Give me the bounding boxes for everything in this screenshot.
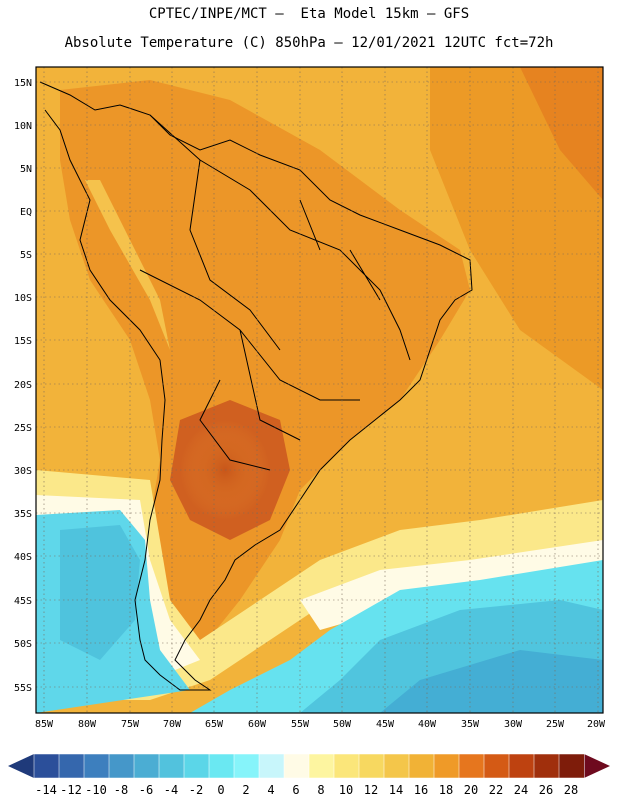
map-field — [36, 67, 603, 713]
colorbar-swatch — [233, 753, 260, 779]
colorbar-swatch — [108, 753, 135, 779]
longitude-labels: 85W 80W 75W 70W 65W 60W 55W 50W 45W 40W … — [35, 719, 606, 730]
colorbar-label: 6 — [292, 783, 299, 797]
colorbar-label: -14 — [35, 783, 57, 797]
lat-label: EQ — [20, 207, 32, 218]
latitude-labels: 15N 10N 5N EQ 5S 10S 15S 20S 25S 30S 35S… — [14, 78, 32, 694]
map-frame — [35, 66, 604, 714]
lat-label: 15N — [14, 78, 32, 89]
colorbar-label: 22 — [489, 783, 503, 797]
lon-label: 70W — [163, 719, 182, 730]
lon-label: 40W — [418, 719, 437, 730]
colorbar-label: 16 — [414, 783, 428, 797]
lon-label: 50W — [333, 719, 352, 730]
colorbar-label: -10 — [85, 783, 107, 797]
colorbar-left-arrow — [8, 754, 34, 778]
colorbar-swatch — [158, 753, 185, 779]
colorbar-label: 10 — [339, 783, 353, 797]
lat-label: 5N — [20, 164, 32, 175]
colorbar-right-arrow — [584, 754, 610, 778]
colorbar-label: 4 — [267, 783, 274, 797]
lat-label: 40S — [14, 552, 32, 563]
coastlines — [39, 81, 473, 691]
colorbar-label: -4 — [164, 783, 178, 797]
title-line-2: Absolute Temperature (C) 850hPa – 12/01/… — [64, 35, 554, 51]
colorbar-swatch — [508, 753, 535, 779]
colorbar-label: -8 — [114, 783, 128, 797]
colorbar-label: 20 — [464, 783, 478, 797]
lat-label: 5S — [20, 250, 32, 261]
colorbar-swatch — [133, 753, 160, 779]
lat-label: 35S — [14, 509, 32, 520]
colorbar-label: 14 — [389, 783, 403, 797]
lon-label: 65W — [205, 719, 224, 730]
colorbar-swatch — [458, 753, 485, 779]
colorbar-swatch — [33, 753, 60, 779]
lon-label: 25W — [546, 719, 565, 730]
colorbar-label: -12 — [60, 783, 82, 797]
colorbar-swatch — [258, 753, 285, 779]
lat-label: 20S — [14, 380, 32, 391]
colorbar-label: 28 — [564, 783, 578, 797]
lat-label: 10N — [14, 121, 32, 132]
lat-label: 10S — [14, 293, 32, 304]
colorbar-swatch — [433, 753, 460, 779]
colorbar-label: -2 — [189, 783, 203, 797]
lat-label: 45S — [14, 596, 32, 607]
colorbar: -14 -12 -10 -8 -6 -4 -2 0 2 4 6 8 10 12 14 16 18 20 22 24 26… — [8, 753, 610, 797]
lon-label: 30W — [504, 719, 523, 730]
colorbar-label: 24 — [514, 783, 528, 797]
colorbar-swatch — [208, 753, 235, 779]
lon-label: 55W — [291, 719, 310, 730]
lat-label: 55S — [14, 683, 32, 694]
colorbar-swatch — [483, 753, 510, 779]
colorbar-swatch — [558, 753, 585, 779]
colorbar-swatch — [283, 753, 310, 779]
colorbar-label: 12 — [364, 783, 378, 797]
colorbar-swatch — [383, 753, 410, 779]
colorbar-label: 2 — [242, 783, 249, 797]
lat-label: 50S — [14, 639, 32, 650]
lon-label: 75W — [121, 719, 140, 730]
grid-lines — [36, 67, 603, 713]
colorbar-swatch — [333, 753, 360, 779]
lon-label: 80W — [78, 719, 97, 730]
colorbar-label: 8 — [317, 783, 324, 797]
lat-label: 25S — [14, 423, 32, 434]
colorbar-swatch — [408, 753, 435, 779]
lat-label: 30S — [14, 466, 32, 477]
lon-label: 60W — [248, 719, 267, 730]
colorbar-swatch — [83, 753, 110, 779]
colorbar-label: -6 — [139, 783, 153, 797]
colorbar-label: 0 — [217, 783, 224, 797]
colorbar-label: 26 — [539, 783, 553, 797]
colorbar-swatch — [183, 753, 210, 779]
colorbar-swatch — [533, 753, 560, 779]
lon-label: 35W — [461, 719, 480, 730]
colorbar-swatch — [358, 753, 385, 779]
lon-label: 85W — [35, 719, 54, 730]
colorbar-swatch — [308, 753, 335, 779]
colorbar-label: 18 — [439, 783, 453, 797]
title-line-1: CPTEC/INPE/MCT – Eta Model 15km – GFS — [148, 6, 470, 22]
lon-label: 20W — [587, 719, 606, 730]
lat-label: 15S — [14, 336, 32, 347]
colorbar-swatch — [58, 753, 85, 779]
lon-label: 45W — [376, 719, 395, 730]
